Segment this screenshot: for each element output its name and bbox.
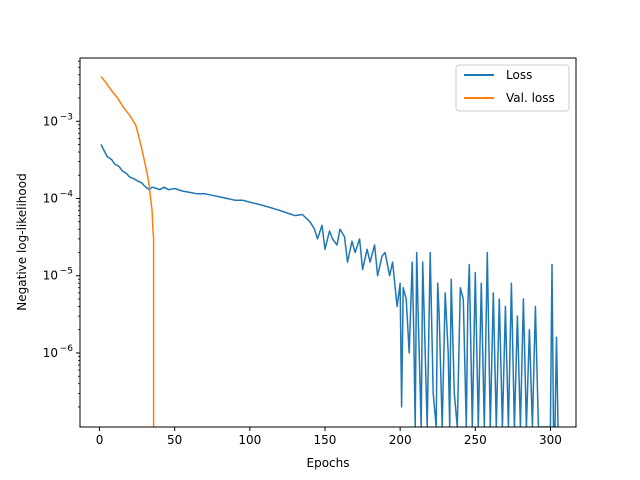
x-axis-label: Epochs (307, 456, 350, 470)
series-line-loss (100, 144, 559, 427)
plot-area (100, 76, 559, 427)
x-tick-label: 150 (314, 433, 337, 447)
y-tick-exponent: −5 (60, 267, 73, 277)
y-tick-label: 10 (43, 346, 58, 360)
y-axis: 10−610−510−410−3 (43, 60, 80, 408)
legend-box (455, 64, 570, 112)
legend-label-val-loss: Val. loss (506, 91, 555, 105)
x-tick-label: 50 (167, 433, 182, 447)
x-axis: 0 50 100 150 200 250 300 (96, 427, 562, 447)
x-tick-label: 250 (464, 433, 487, 447)
y-axis-label: Negative log-likelihood (15, 173, 29, 310)
y-tick-label: 10 (43, 192, 58, 206)
y-tick-exponent: −4 (60, 190, 74, 200)
x-tick-label: 200 (389, 433, 412, 447)
x-tick-label: 0 (96, 433, 104, 447)
legend: Loss Val. loss (455, 64, 570, 112)
y-tick-exponent: −6 (60, 344, 74, 354)
x-tick-label: 100 (238, 433, 261, 447)
axes-frame (79, 57, 577, 428)
y-tick-exponent: −3 (60, 112, 73, 122)
y-tick-label: 10 (43, 114, 58, 128)
series-line-val-loss (100, 76, 155, 427)
y-tick-label: 10 (43, 269, 58, 283)
legend-label-loss: Loss (506, 68, 532, 82)
x-tick-label: 300 (539, 433, 562, 447)
